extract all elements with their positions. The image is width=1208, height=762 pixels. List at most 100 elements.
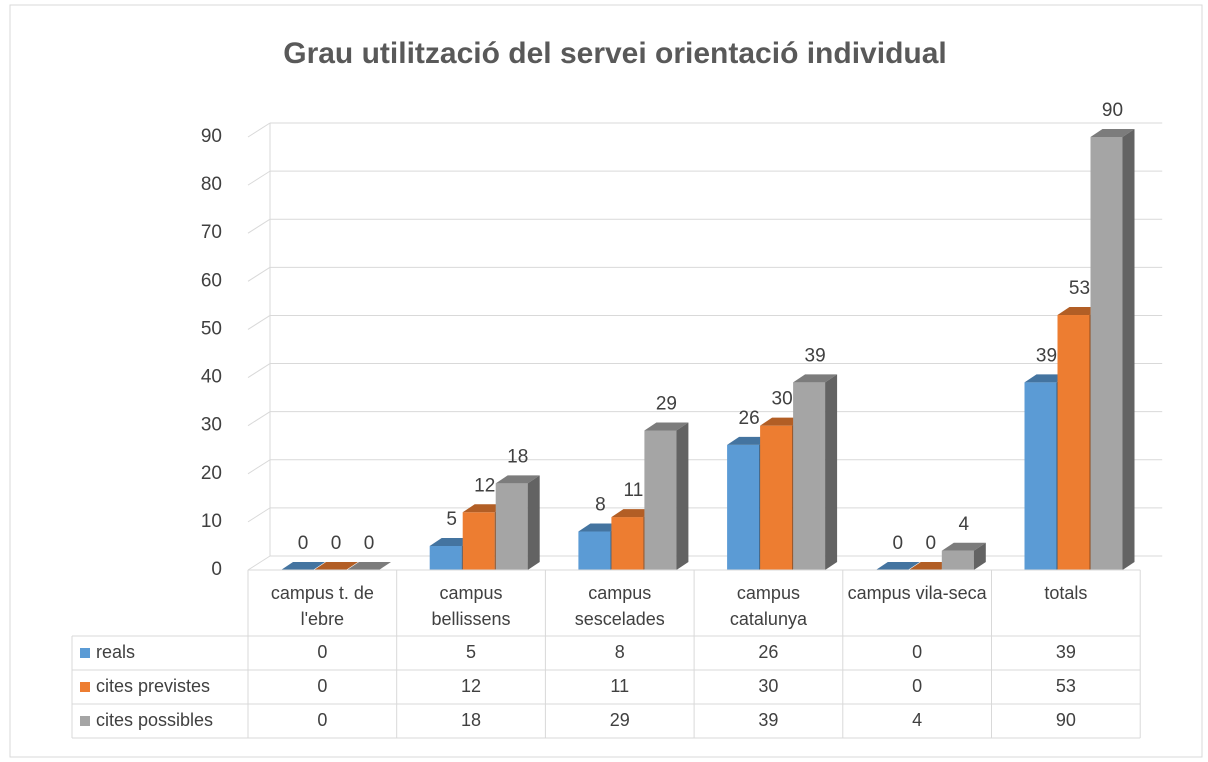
table-value: 0: [317, 642, 327, 662]
data-label: 4: [959, 514, 970, 535]
bar-top: [941, 542, 986, 551]
grid-line-side: [247, 170, 271, 186]
data-label: 29: [656, 393, 677, 414]
data-label: 0: [926, 533, 937, 554]
y-tick-label: 60: [201, 270, 222, 291]
legend-label: cites possibles: [96, 710, 213, 730]
data-label: 0: [331, 533, 342, 554]
legend-swatch: [80, 682, 90, 692]
y-tick-label: 0: [211, 559, 222, 580]
bar: [793, 382, 826, 570]
data-label: 0: [298, 533, 309, 554]
bar: [462, 512, 495, 570]
grid-line-side: [247, 411, 271, 427]
data-label: 5: [446, 509, 457, 530]
legend-label: reals: [96, 642, 135, 662]
x-tick-label-box: campus t. de l'ebre: [270, 583, 374, 629]
table-value: 8: [615, 642, 625, 662]
bar-side: [825, 374, 838, 570]
legend-swatch: [80, 716, 90, 726]
y-tick-label: 90: [201, 126, 222, 147]
bar-side: [676, 422, 689, 570]
x-tick-label: campus catalunya: [729, 583, 807, 629]
bar: [611, 517, 644, 570]
y-tick-label: 40: [201, 367, 222, 388]
x-tick-label-box: campus bellissens: [431, 583, 511, 629]
x-tick-label: campus bellissens: [431, 583, 511, 629]
bar-top: [793, 374, 838, 383]
x-tick-label-box: campus catalunya: [729, 583, 807, 629]
data-label: 11: [624, 480, 644, 501]
x-tick-label-box: totals: [1044, 583, 1088, 603]
bar: [1057, 315, 1090, 570]
y-tick-label: 80: [201, 174, 222, 195]
legend-swatch: [80, 648, 90, 658]
legend-label: cites previstes: [96, 676, 210, 696]
bar-side: [1122, 129, 1135, 570]
table-value: 26: [758, 642, 778, 662]
y-tick-label: 20: [201, 463, 222, 484]
table-value: 18: [461, 710, 481, 730]
data-label: 39: [805, 345, 826, 366]
bar-top: [314, 562, 358, 570]
chart-border: [9, 4, 1203, 758]
data-label: 18: [507, 446, 528, 467]
grid-line-side: [247, 266, 271, 282]
table-value: 30: [758, 676, 778, 696]
bar-top: [495, 475, 540, 484]
x-tick-label: campus sescelades: [574, 583, 665, 629]
y-tick-label: 70: [201, 222, 222, 243]
data-label: 0: [364, 533, 375, 554]
bar: [1090, 137, 1123, 570]
table-value: 53: [1056, 676, 1076, 696]
table-value: 0: [317, 710, 327, 730]
bar: [495, 483, 528, 570]
y-tick-label: 30: [201, 415, 222, 436]
chart-title: Grau utilització del servei orientació i…: [283, 37, 947, 70]
table-value: 29: [610, 710, 630, 730]
table-value: 90: [1056, 710, 1076, 730]
bar-top: [347, 562, 391, 570]
bar: [644, 430, 677, 570]
x-tick-label-box: campus vila-seca: [847, 583, 987, 603]
bar: [941, 550, 974, 570]
data-label: 30: [772, 389, 793, 410]
x-tick-label: campus vila-seca: [847, 583, 987, 603]
bar: [1024, 382, 1057, 570]
bar-top: [875, 562, 920, 570]
table-value: 11: [610, 676, 629, 696]
x-tick-label: campus t. de l'ebre: [270, 583, 374, 629]
bar-side: [527, 475, 540, 570]
data-label: 90: [1102, 100, 1123, 121]
table-value: 39: [1056, 642, 1076, 662]
grid-line-side: [247, 363, 271, 378]
grid-line-side: [247, 459, 271, 475]
table-value: 0: [912, 676, 922, 696]
bar: [578, 531, 611, 570]
table-value: 0: [317, 676, 327, 696]
grid-line-side: [247, 507, 271, 523]
y-tick-label: 50: [201, 318, 222, 339]
x-tick-label: totals: [1044, 583, 1088, 603]
grid-line-side: [247, 122, 271, 138]
table-value: 12: [461, 676, 481, 696]
grid-line-side: [247, 218, 271, 234]
data-label: 8: [595, 495, 606, 516]
data-label: 39: [1036, 345, 1057, 366]
bar: [760, 425, 793, 570]
grid-line-side: [247, 555, 271, 571]
bar: [429, 545, 462, 570]
bar-top: [644, 422, 689, 431]
table-value: 4: [912, 710, 922, 730]
data-label: 53: [1069, 278, 1090, 299]
data-label: 12: [474, 475, 495, 496]
x-tick-label-box: campus sescelades: [574, 583, 665, 629]
table-value: 5: [466, 642, 476, 662]
table-value: 0: [912, 642, 922, 662]
bar-side: [973, 542, 986, 570]
bar: [727, 444, 760, 570]
grid-line-side: [247, 315, 271, 330]
bar-top: [1090, 129, 1135, 137]
table-value: 39: [758, 710, 778, 730]
